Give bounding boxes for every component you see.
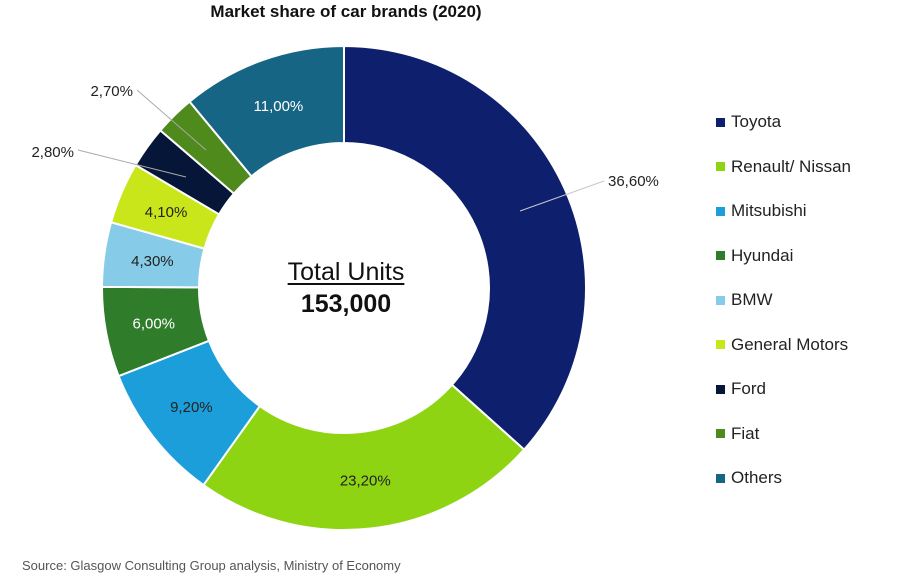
data-label-toyota: 36,60% xyxy=(608,173,659,190)
legend-item-ford: Ford xyxy=(716,367,896,412)
legend-swatch-ford xyxy=(716,384,725,394)
chart-title: Market share of car brands (2020) xyxy=(210,2,482,21)
legend-item-fiat: Fiat xyxy=(716,412,896,457)
legend-label-hyundai: Hyundai xyxy=(731,245,794,265)
legend-label-bmw: BMW xyxy=(731,290,773,310)
legend-item-renault-nissan: Renault/ Nissan xyxy=(716,145,896,190)
data-label-ford: 2,80% xyxy=(31,144,74,161)
data-label-others: 11,00% xyxy=(254,98,304,115)
legend-label-mitsubishi: Mitsubishi xyxy=(731,201,807,221)
leader-line-toyota xyxy=(519,180,605,212)
legend-swatch-toyota xyxy=(716,117,725,127)
legend-label-others: Others xyxy=(731,468,783,488)
slice-toyota xyxy=(343,44,587,452)
center-total-value: 153,000 xyxy=(300,290,392,318)
data-label-hyundai: 6,00% xyxy=(132,315,175,332)
legend-item-others: Others xyxy=(716,456,896,501)
data-label-fiat: 2,70% xyxy=(90,83,133,100)
legend-label-general-motors: General Motors xyxy=(731,334,849,354)
legend-label-renault-nissan: Renault/ Nissan xyxy=(731,156,852,176)
legend-swatch-mitsubishi xyxy=(716,206,725,216)
legend-label-fiat: Fiat xyxy=(731,423,760,443)
legend-item-hyundai: Hyundai xyxy=(716,234,896,279)
data-label-bmw: 4,30% xyxy=(131,253,174,270)
leader-line-fiat xyxy=(136,89,207,151)
legend-label-toyota: Toyota xyxy=(731,112,782,132)
data-label-renault-nissan: 23,20% xyxy=(340,472,391,489)
legend-item-general-motors: General Motors xyxy=(716,323,896,368)
legend-label-ford: Ford xyxy=(731,379,766,399)
slice-others xyxy=(188,44,345,178)
data-label-mitsubishi: 9,20% xyxy=(170,399,213,416)
legend-swatch-fiat xyxy=(716,429,725,439)
legend-item-mitsubishi: Mitsubishi xyxy=(716,189,896,234)
legend-swatch-renault-nissan xyxy=(716,162,725,172)
legend-item-toyota: Toyota xyxy=(716,100,896,145)
legend-swatch-hyundai xyxy=(716,251,725,261)
donut-chart: 36,60% 23,20% 9,20% 6,00% 4,30% 4,10% 2,80% 2,7… xyxy=(31,44,659,531)
data-label-general-motors: 4,10% xyxy=(145,204,188,221)
legend-swatch-bmw xyxy=(716,295,725,305)
legend-swatch-others xyxy=(716,473,725,483)
slice-renault-nissan xyxy=(202,383,526,531)
legend-item-bmw: BMW xyxy=(716,278,896,323)
source-note: Source: Glasgow Consulting Group analysi… xyxy=(22,558,401,573)
leader-line-ford xyxy=(77,149,187,178)
legend-swatch-general-motors xyxy=(716,340,725,350)
legend: Toyota Renault/ Nissan Mitsubishi Hyundai BM… xyxy=(716,100,896,501)
center-total-label: Total Units xyxy=(287,258,405,286)
